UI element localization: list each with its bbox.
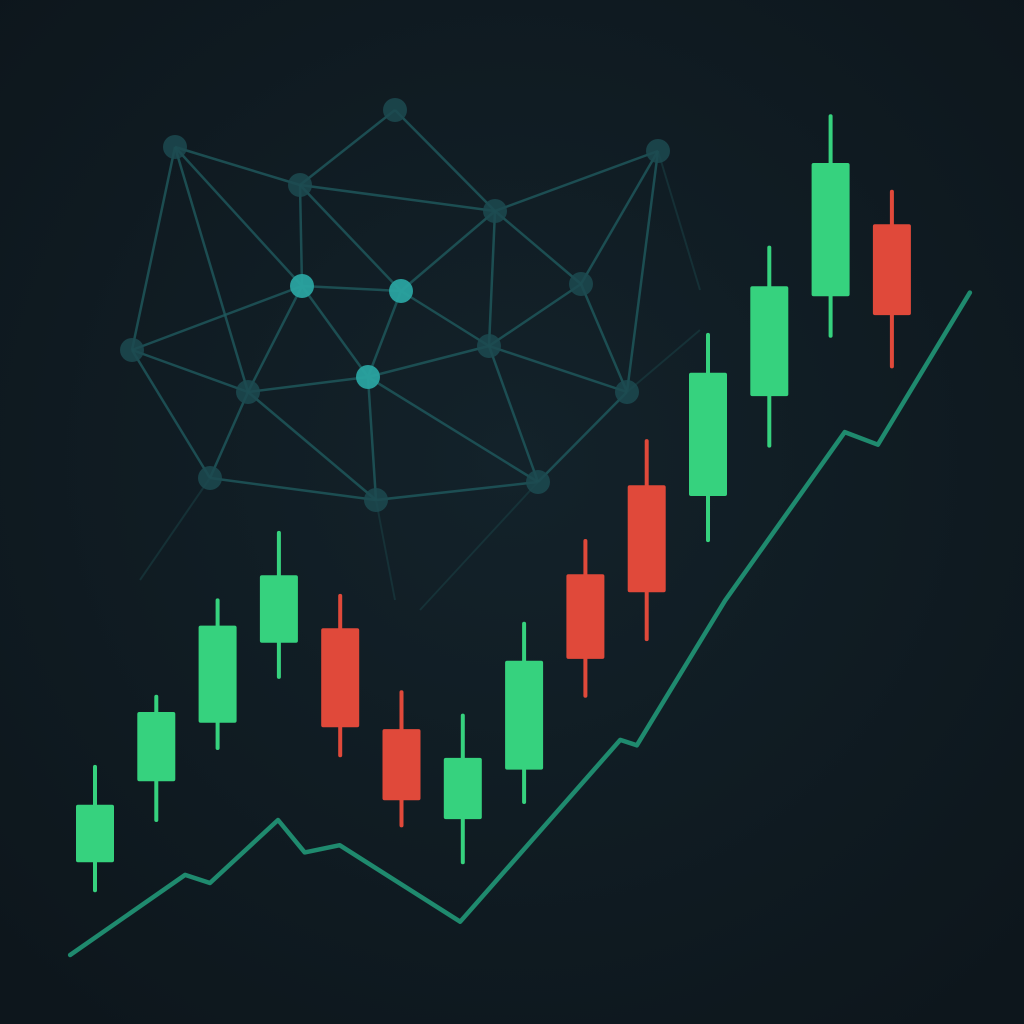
network-edge bbox=[247, 391, 377, 501]
network-node bbox=[615, 380, 639, 404]
network-edge bbox=[626, 329, 701, 393]
network-edge bbox=[537, 391, 628, 483]
candle-body bbox=[689, 372, 727, 496]
network-node bbox=[389, 279, 413, 303]
network-node bbox=[120, 338, 144, 362]
network-node bbox=[477, 334, 501, 358]
network-edge bbox=[299, 109, 396, 186]
candle-body bbox=[76, 804, 114, 863]
candle-body bbox=[198, 625, 237, 723]
candle-body bbox=[137, 712, 176, 782]
plot-area bbox=[67, 114, 973, 958]
network-edge bbox=[298, 184, 304, 287]
network-edge bbox=[419, 481, 539, 611]
network-edge bbox=[367, 344, 490, 379]
network-edge bbox=[375, 499, 396, 601]
network-edge bbox=[208, 391, 250, 479]
network-node bbox=[163, 135, 187, 159]
network-node bbox=[290, 274, 314, 298]
network-edge bbox=[394, 109, 496, 212]
network-edge bbox=[579, 150, 660, 285]
network-edge bbox=[400, 210, 496, 292]
network-edge bbox=[657, 150, 701, 291]
network-edge bbox=[375, 480, 539, 502]
candle-body bbox=[321, 628, 360, 728]
network-edge bbox=[487, 210, 497, 347]
network-edge bbox=[487, 345, 540, 483]
network-edge bbox=[174, 145, 301, 187]
candle-body bbox=[505, 660, 544, 770]
candle-body bbox=[811, 163, 850, 297]
network-edge bbox=[488, 282, 582, 348]
network-node bbox=[526, 470, 550, 494]
line-series bbox=[67, 290, 973, 958]
network-edge bbox=[174, 146, 303, 287]
network-edge bbox=[247, 375, 369, 394]
network-edge bbox=[488, 344, 628, 394]
network-edge bbox=[299, 184, 402, 292]
network-edge bbox=[139, 477, 211, 581]
network-edge bbox=[131, 348, 249, 394]
network-edge bbox=[300, 285, 370, 378]
network-edge bbox=[299, 183, 496, 213]
network-edge bbox=[625, 150, 660, 393]
network-edge bbox=[209, 476, 377, 502]
network-edge bbox=[173, 146, 250, 393]
network-node bbox=[356, 365, 380, 389]
candle-body bbox=[382, 729, 421, 801]
network-node bbox=[383, 98, 407, 122]
network-edge bbox=[400, 289, 490, 348]
candle-body bbox=[443, 757, 482, 820]
network-graph bbox=[120, 98, 701, 611]
network-node bbox=[569, 272, 593, 296]
network-edge bbox=[366, 376, 378, 501]
network-node bbox=[288, 173, 312, 197]
network-node bbox=[364, 488, 388, 512]
network-edge bbox=[301, 284, 402, 293]
network-edge bbox=[130, 349, 212, 479]
network-node bbox=[646, 139, 670, 163]
network-edge bbox=[494, 149, 659, 213]
network-edge bbox=[131, 284, 303, 352]
network-node bbox=[198, 466, 222, 490]
network-node bbox=[483, 199, 507, 223]
network-node bbox=[236, 380, 260, 404]
network-edge bbox=[246, 285, 304, 393]
candle-body bbox=[872, 224, 911, 316]
candle-body bbox=[259, 575, 298, 643]
network-edge bbox=[579, 283, 629, 393]
network-edge bbox=[366, 290, 403, 378]
candle-body bbox=[627, 485, 666, 593]
network-edge bbox=[367, 375, 539, 484]
network-edge bbox=[494, 210, 582, 285]
network-edge bbox=[130, 146, 177, 351]
candle-body bbox=[566, 574, 605, 659]
background-grid bbox=[120, 430, 976, 990]
candle-body bbox=[750, 286, 789, 397]
